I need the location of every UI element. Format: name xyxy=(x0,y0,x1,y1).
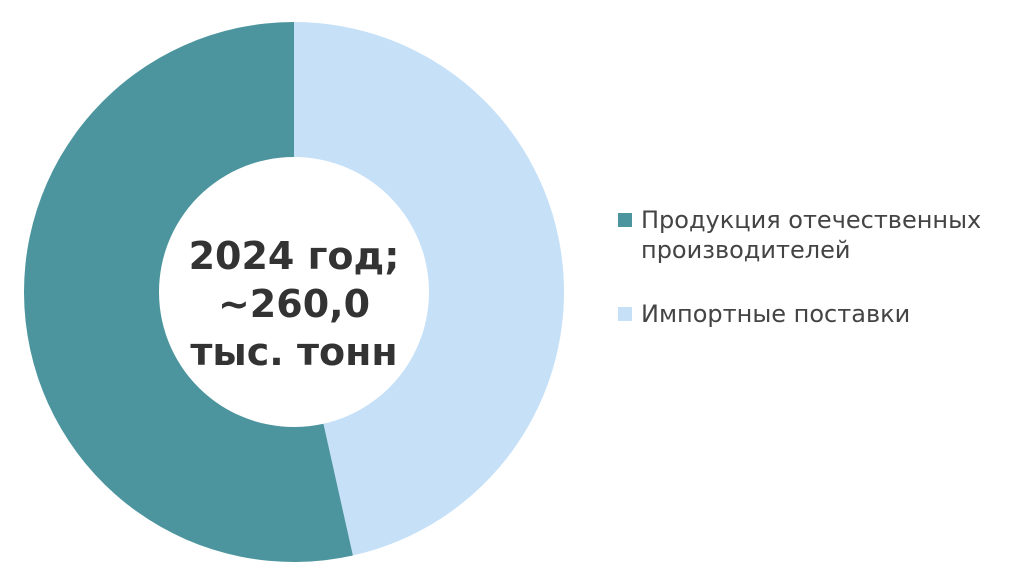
legend-item-domestic: Продукция отечественных производителей xyxy=(618,205,981,265)
center-label-line: ~260,0 xyxy=(217,282,371,326)
slice-domestic xyxy=(23,22,353,562)
legend-swatch xyxy=(618,307,632,321)
legend-label: Импортные поставки xyxy=(641,300,911,328)
legend-swatch xyxy=(618,213,632,227)
center-label: 2024 год; ~260,0 тыс. тонн xyxy=(164,232,424,376)
center-label-line: тыс. тонн xyxy=(190,330,398,374)
legend-label: производителей xyxy=(641,236,851,264)
center-label-line: 2024 год; xyxy=(188,234,400,278)
slice-import xyxy=(294,22,564,556)
legend-item-import: Импортные поставки xyxy=(618,299,981,329)
legend: Продукция отечественных производителей И… xyxy=(618,205,981,363)
legend-label: Продукция отечественных xyxy=(641,206,982,234)
